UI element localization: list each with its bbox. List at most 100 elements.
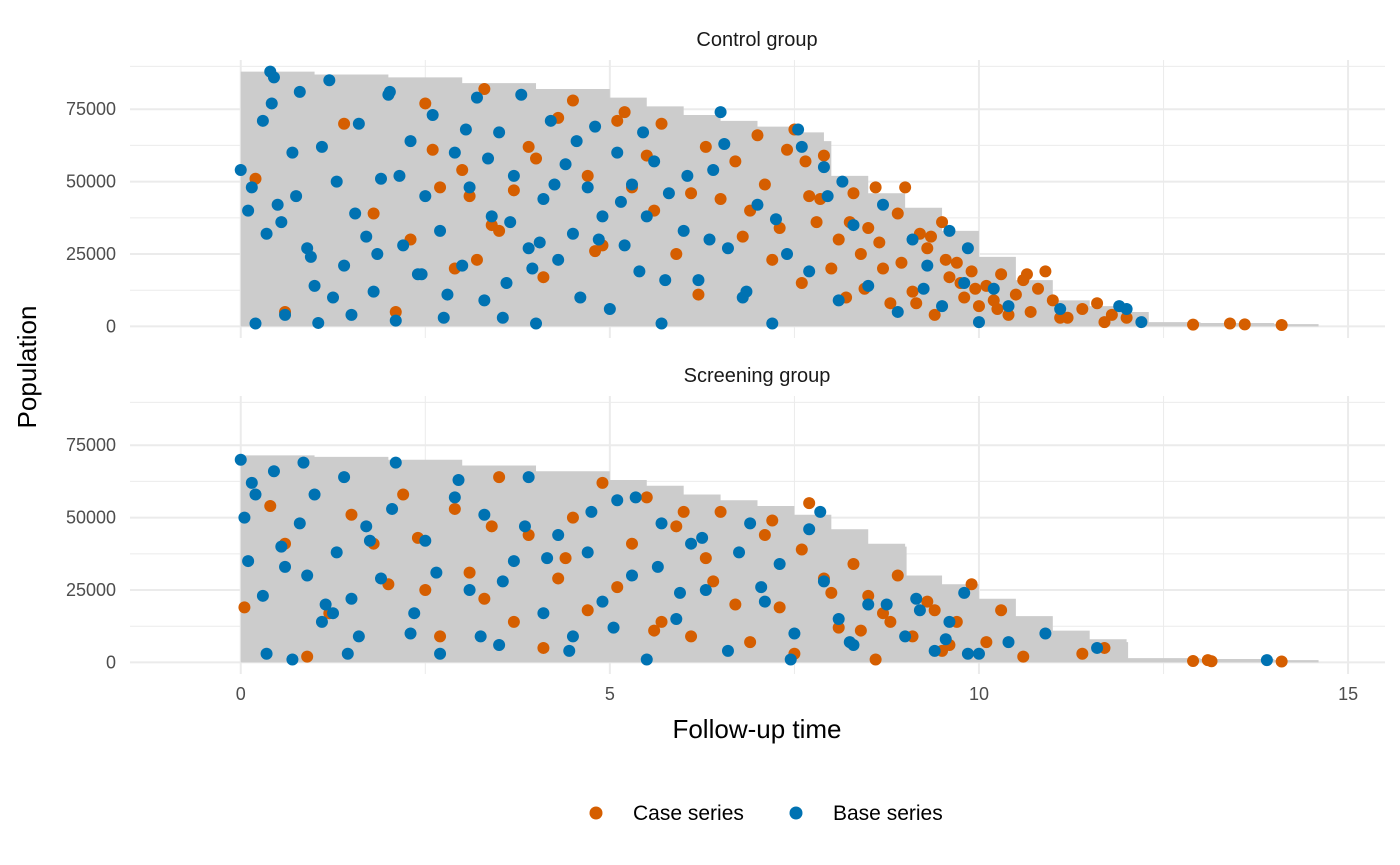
case-series-point xyxy=(744,636,757,649)
case-series-point xyxy=(847,187,860,200)
base-series-point xyxy=(518,520,531,533)
case-series-point xyxy=(685,630,698,643)
base-series-point xyxy=(899,630,912,643)
case-series-point xyxy=(581,169,594,182)
base-series-point xyxy=(943,224,956,237)
case-series-point xyxy=(832,621,845,634)
base-series-point xyxy=(308,279,321,292)
case-series-point xyxy=(1076,647,1089,660)
case-series-point xyxy=(699,552,712,565)
base-series-point xyxy=(733,546,746,559)
base-series-point xyxy=(692,274,705,287)
case-series-point xyxy=(1054,311,1067,324)
base-series-point xyxy=(685,537,698,550)
base-series-point xyxy=(703,233,716,246)
base-series-point xyxy=(456,259,469,272)
base-series-point xyxy=(633,265,646,278)
base-series-point xyxy=(360,520,373,533)
base-series-point xyxy=(338,471,351,484)
case-series-point xyxy=(611,114,624,127)
base-series-point xyxy=(626,569,638,582)
case-series-point xyxy=(507,615,520,628)
case-series-point xyxy=(485,520,498,533)
base-series-point xyxy=(651,560,664,573)
case-series-point xyxy=(729,598,742,611)
case-series-point xyxy=(1275,318,1288,331)
case-series-point xyxy=(795,276,808,289)
base-series-point xyxy=(352,630,365,643)
case-series-point xyxy=(758,178,771,191)
base-series-point xyxy=(293,517,306,530)
base-series-point xyxy=(877,198,889,211)
base-series-point xyxy=(1054,303,1067,316)
case-series-point xyxy=(677,505,690,518)
population-area xyxy=(240,71,1319,327)
base-series-point xyxy=(1039,627,1052,640)
base-series-point xyxy=(267,465,280,478)
base-series-point xyxy=(463,181,476,194)
base-series-point xyxy=(589,120,602,133)
case-series-point xyxy=(397,488,410,501)
base-series-point xyxy=(541,552,554,565)
case-series-point xyxy=(1039,265,1052,278)
case-series-point xyxy=(692,288,705,301)
base-series-point xyxy=(419,534,432,547)
base-series-point xyxy=(279,560,292,573)
base-series-point xyxy=(249,488,262,501)
case-series-point xyxy=(854,248,867,261)
case-series-point xyxy=(803,497,816,510)
base-series-point xyxy=(640,653,653,666)
case-series-point xyxy=(537,271,550,284)
base-series-point xyxy=(814,505,827,518)
base-series-point xyxy=(817,161,830,174)
base-series-point xyxy=(463,584,476,597)
case-series-point xyxy=(773,601,786,614)
base-series-point xyxy=(330,175,343,188)
base-series-point xyxy=(522,471,535,484)
base-series-point xyxy=(537,607,550,620)
base-series-point xyxy=(507,169,520,182)
base-series-point xyxy=(478,294,491,307)
case-series-point xyxy=(1046,294,1059,307)
panel-title-control-group: Control group xyxy=(696,29,817,51)
base-series-point xyxy=(256,589,269,602)
case-series-point xyxy=(478,592,491,605)
base-series-point xyxy=(640,210,653,223)
base-series-point xyxy=(526,262,539,275)
base-series-point xyxy=(375,172,387,185)
case-series-point xyxy=(655,615,668,628)
base-series-point xyxy=(921,259,934,272)
base-series-point xyxy=(245,476,258,489)
case-series-point xyxy=(832,233,845,246)
case-series-point xyxy=(906,285,919,298)
base-series-point xyxy=(234,164,247,177)
case-series-point xyxy=(419,584,432,597)
base-series-point xyxy=(515,88,528,101)
base-series-point xyxy=(662,187,675,200)
base-series-point xyxy=(315,615,328,628)
base-series-point xyxy=(496,575,509,588)
base-series-point xyxy=(371,248,384,261)
base-series-point xyxy=(707,164,720,177)
y-tick-label: 50000 xyxy=(66,172,116,192)
case-series-point xyxy=(751,129,764,142)
x-axis-title: Follow-up time xyxy=(672,714,841,744)
base-series-point xyxy=(611,494,624,507)
base-series-point xyxy=(566,227,579,240)
case-series-point xyxy=(847,557,860,570)
case-series-point xyxy=(478,82,491,95)
case-series-point xyxy=(707,575,720,588)
case-series-point xyxy=(463,190,476,203)
panel-title-screening-group: Screening group xyxy=(684,365,831,387)
base-series-point xyxy=(596,595,609,608)
case-series-point xyxy=(1017,650,1030,663)
case-series-point xyxy=(1009,288,1022,301)
case-series-point xyxy=(1120,311,1133,324)
y-tick-label: 75000 xyxy=(66,99,116,119)
base-series-point xyxy=(352,117,365,130)
base-series-point xyxy=(301,569,314,582)
base-series-point xyxy=(740,285,753,298)
case-series-point xyxy=(589,245,602,258)
base-series-point xyxy=(659,274,672,287)
base-series-point xyxy=(574,291,587,304)
